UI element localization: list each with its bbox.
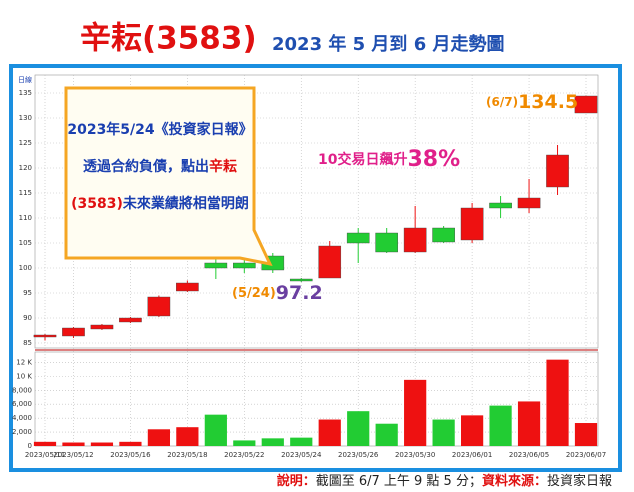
- volume-bar: [176, 427, 199, 446]
- high-note: (6/7)134.5: [486, 91, 578, 113]
- x-tick-label: 2023/05/24: [281, 451, 322, 459]
- volume-bar: [432, 419, 455, 446]
- footer-segment: 說明：: [277, 473, 316, 489]
- candle-body: [346, 232, 370, 244]
- volume-bar: [62, 442, 85, 446]
- volume-bar: [404, 379, 427, 446]
- volume-bar: [375, 423, 398, 446]
- x-tick-label: 2023/05/22: [224, 451, 264, 459]
- volume-tick-label: 10 K: [16, 372, 32, 380]
- volume-bar: [461, 415, 484, 446]
- volume-bar: [33, 441, 57, 446]
- candle-body: [546, 154, 569, 188]
- volume-bar: [147, 429, 170, 446]
- volume-tick-label: 6,000: [12, 400, 32, 408]
- candle-body: [204, 262, 228, 269]
- callout-segment: 未來業績將相當明朗: [123, 195, 249, 212]
- candle-body: [289, 278, 313, 282]
- volume-bar: [90, 442, 114, 446]
- x-tick-label: 2023/05/16: [110, 451, 151, 459]
- footer-segment: 投資家日報: [547, 473, 612, 489]
- volume-bar: [233, 440, 256, 446]
- volume-bar: [546, 359, 569, 446]
- price-panel: [34, 74, 599, 349]
- candle-body: [489, 202, 512, 209]
- volume-bar: [347, 411, 370, 446]
- x-tick-label: 2023/05/18: [167, 451, 207, 459]
- candle-body: [432, 227, 455, 243]
- footer-segment: 截圖至 6/7 上午 9 點 5 分；: [316, 474, 482, 489]
- candle-body: [233, 262, 256, 269]
- x-tick-label: 2023/06/07: [566, 451, 606, 459]
- low-note: (5/24)97.2: [232, 282, 323, 304]
- candle-body: [318, 245, 342, 279]
- x-tick-label: 2023/05/12: [53, 451, 93, 459]
- volume-bar: [318, 419, 341, 446]
- x-tick-label: 2023/05/30: [395, 451, 435, 459]
- x-tick-label: 2023/05/26: [338, 451, 379, 459]
- volume-panel: [34, 351, 599, 447]
- volume-tick-label: 12 K: [16, 358, 32, 366]
- candle-body: [460, 207, 484, 241]
- callout-text: 2023年5/24《投資家日報》: [67, 121, 252, 138]
- y-tick-label: 120: [19, 164, 32, 172]
- low-note-date: (5/24): [232, 286, 276, 301]
- y-tick-label: 135: [19, 89, 32, 97]
- x-tick-label: 2023/06/01: [452, 451, 492, 459]
- x-tick-label: 2023/06/05: [509, 451, 549, 459]
- rise-note-text: 10交易日飆升: [318, 151, 407, 168]
- rise-note: 10交易日飆升38%: [318, 147, 460, 172]
- x-tick-label: 2023/05/11: [25, 451, 65, 459]
- y-tick-label: 95: [23, 289, 32, 297]
- candle-body: [90, 324, 114, 330]
- candle-body: [119, 317, 142, 323]
- candle-body: [517, 197, 541, 209]
- callout-text: 透過合約負債，點出辛耘: [83, 158, 237, 175]
- y-tick-label: 130: [19, 114, 32, 122]
- candle-body: [574, 95, 598, 114]
- y-tick-label: 90: [23, 314, 32, 322]
- chart-subtitle: 2023 年 5 月到 6 月走勢圖: [272, 33, 504, 55]
- volume-bar: [261, 438, 284, 446]
- volume-bar: [119, 441, 142, 446]
- high-note-value: 134.5: [518, 91, 578, 113]
- rise-note-value: 38%: [407, 147, 460, 172]
- volume-bar: [290, 437, 313, 446]
- candle-body: [176, 282, 199, 292]
- candle-body: [403, 227, 427, 253]
- callout-text: (3583)未來業績將相當明朗: [71, 195, 249, 212]
- volume-bar: [517, 401, 541, 446]
- callout-segment: 辛耘: [209, 158, 237, 175]
- volume-tick-label: 8,000: [12, 386, 32, 394]
- volume-tick-label: 4,000: [12, 414, 32, 422]
- y-tick-label: 85: [23, 339, 32, 347]
- volume-tick-label: 2,000: [12, 428, 32, 436]
- callout-segment: 2023年5/24《投資家日報》: [67, 121, 252, 138]
- callout-segment: (3583): [71, 196, 123, 212]
- candle-body: [33, 334, 57, 338]
- volume-bar: [574, 423, 598, 446]
- footer: 說明：截圖至 6/7 上午 9 點 5 分；資料來源：投資家日報: [277, 473, 612, 489]
- y-tick-label: 125: [19, 139, 32, 147]
- footer-segment: 資料來源：: [482, 473, 547, 489]
- y-tick-label: 115: [19, 189, 32, 197]
- y-tick-label: 100: [19, 264, 32, 272]
- low-note-value: 97.2: [276, 282, 323, 304]
- candle-body: [147, 296, 171, 317]
- volume-bar: [489, 405, 512, 446]
- y-tick-label: 110: [19, 214, 32, 222]
- high-note-date: (6/7): [486, 95, 518, 109]
- y-tick-label: 105: [19, 239, 32, 247]
- callout-box: [64, 86, 273, 267]
- panel-label: 日線: [18, 75, 32, 84]
- callout-segment: 透過合約負債，點出: [83, 158, 209, 175]
- volume-tick-label: 0: [28, 442, 32, 450]
- candle-body: [375, 232, 398, 253]
- volume-bar: [204, 414, 227, 446]
- chart-title: 辛耘(3583): [80, 21, 257, 57]
- candle-body: [62, 327, 85, 337]
